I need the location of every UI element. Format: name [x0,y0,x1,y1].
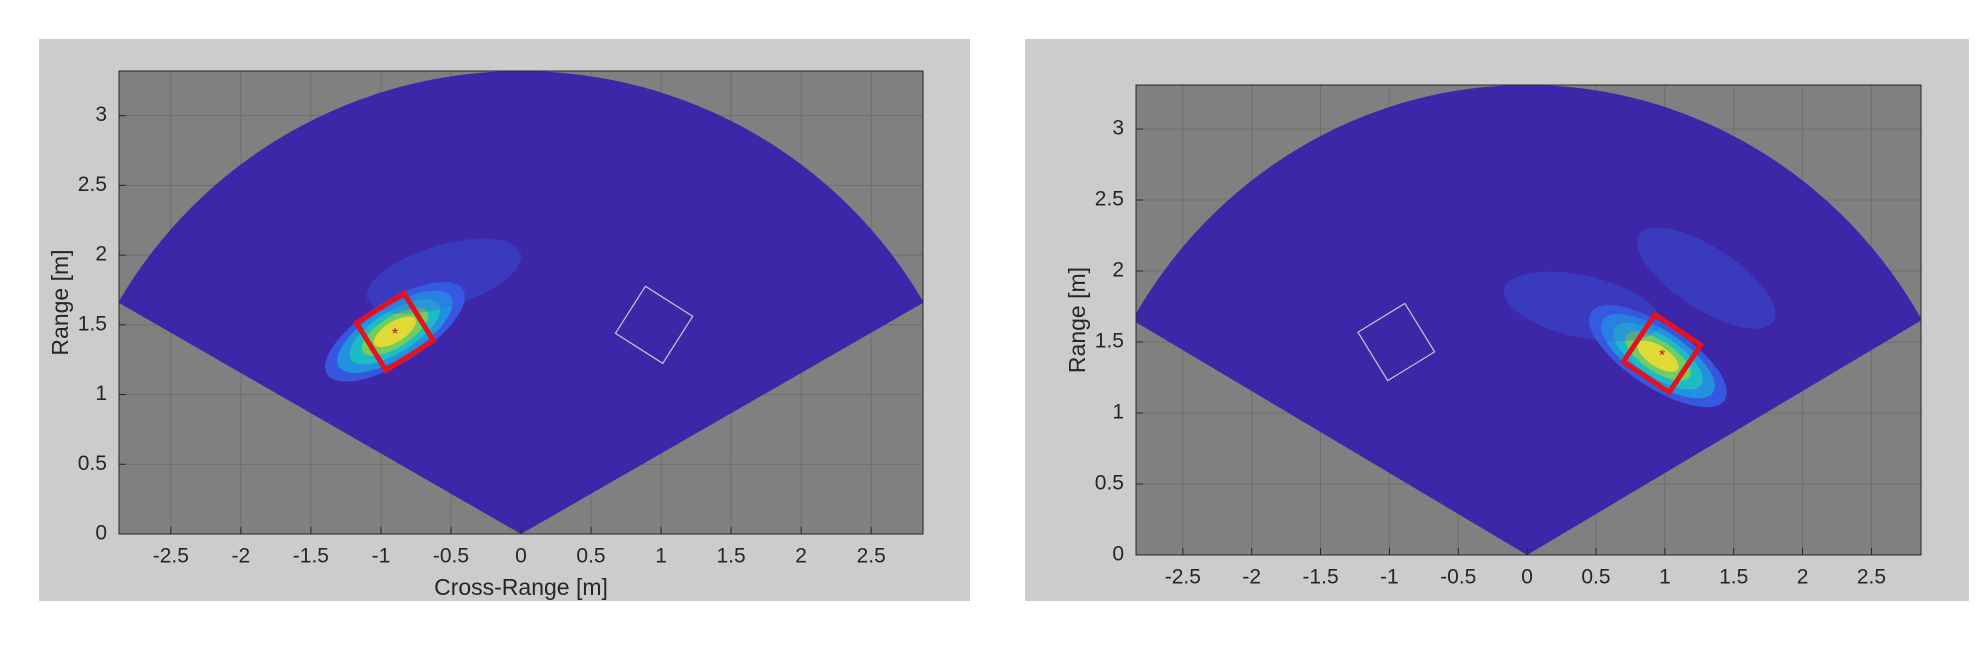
panel-clip: * -2.5 -2 -1.5 -1 -0.5 0 0.5 1 1.5 2 2.5 0 0.5 1 1.5 2 2.… [1025,39,1969,623]
y-tick-label: 0 [1112,543,1124,566]
y-tick-label: 2.5 [1095,188,1124,211]
x-tick-label: -2 [232,545,251,568]
radar-fan [1136,85,1921,555]
y-tick-label: 1.5 [1095,330,1124,353]
y-tick-label: 1.5 [78,312,107,335]
x-tick-label: -0.5 [1440,566,1476,589]
y-axis-label: Range [m] [47,249,73,355]
y-tick-label: 0.5 [78,452,107,475]
y-tick-label: 0.5 [1095,472,1124,495]
chart-panel: * -2.5 -2 -1.5 -1 -0.5 0 0.5 1 1.5 2 2.5 0 0.5 1 1.5 2 2.… [1025,39,1969,623]
x-tick-label: 1 [1659,566,1671,589]
target-box [614,285,694,365]
x-axis-label: Cross-Range [m] [1442,597,1616,623]
y-tick-label: 2 [1112,259,1124,282]
heat-level [373,316,417,348]
x-tick-label: -1 [1380,566,1399,589]
detection-marker: * [1659,348,1665,365]
heat-blob [1503,271,1661,342]
x-tick-label: 0 [1521,566,1533,589]
x-tick-label: -1.5 [293,545,329,568]
chart-panel: * -2.5 -2 -1.5 -1 -0.5 0 0.5 1 1.5 2 2.5 0 0.5 1 1.5 2 2.… [39,39,970,601]
y-tick-label: 2 [95,243,107,266]
detection-box [352,289,437,374]
heat-level [1503,271,1661,342]
x-tick-label: 0.5 [1581,566,1610,589]
y-tick-label: 1 [95,382,107,405]
panel-clip: * -2.5 -2 -1.5 -1 -0.5 0 0.5 1 1.5 2 2.5 0 0.5 1 1.5 2 2.… [39,39,970,601]
x-tick-label: 2 [795,545,807,568]
x-tick-label: -0.5 [433,545,469,568]
x-tick-label: 2 [1797,566,1809,589]
plot-area: * [1136,85,1921,555]
x-tick-label: 1.5 [717,545,746,568]
x-tick-label: 1.5 [1719,566,1748,589]
x-tick-label: 0.5 [576,545,605,568]
x-tick-label: -1 [372,545,391,568]
x-tick-label: -1.5 [1302,566,1338,589]
x-tick-label: 1 [655,545,667,568]
heat-level [1637,340,1679,372]
plot-area: * [119,71,923,534]
x-axis-label: Cross-Range [m] [434,574,608,600]
x-tick-label: 0 [515,545,527,568]
y-tick-label: 2.5 [78,173,107,196]
target-box [1357,302,1436,382]
y-tick-label: 1 [1112,401,1124,424]
detection-box [1619,310,1705,396]
x-tick-label: -2.5 [153,545,189,568]
x-tick-label: -2 [1242,566,1261,589]
y-tick-label: 0 [95,522,107,545]
y-tick-label: 3 [1112,117,1124,140]
axes-box [118,70,924,535]
x-tick-label: 2.5 [857,545,886,568]
axes-box [1135,84,1922,556]
heat-level [1636,227,1776,329]
y-tick-label: 3 [95,103,107,126]
detection-marker: * [392,326,398,343]
y-axis-label: Range [m] [1064,267,1090,373]
radar-fan [119,71,923,534]
heat-blob [1636,227,1776,329]
x-tick-label: -2.5 [1165,566,1201,589]
x-tick-label: 2.5 [1857,566,1886,589]
